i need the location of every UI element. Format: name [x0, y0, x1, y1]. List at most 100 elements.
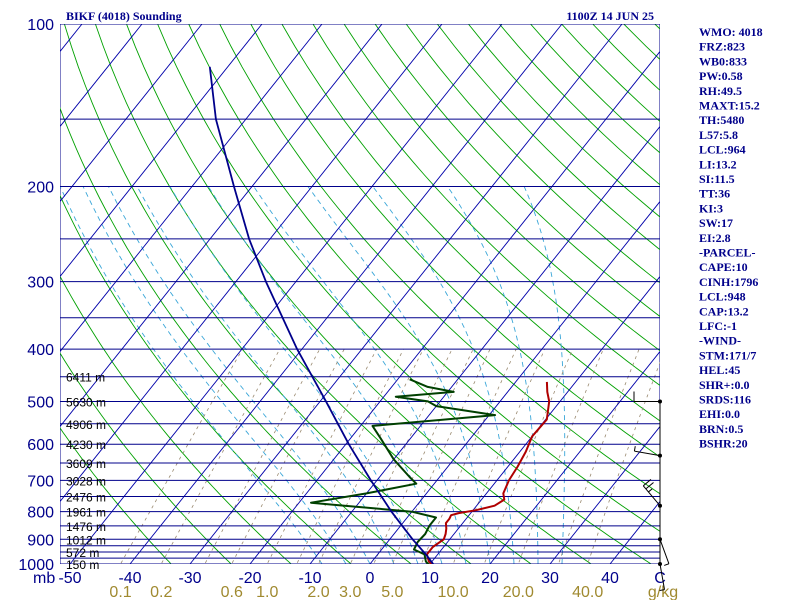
isotherm [429, 275, 660, 564]
moist-adiabat [372, 186, 515, 564]
isotherm [60, 24, 143, 128]
plot-frame [60, 24, 660, 564]
moist-adiabat [208, 186, 443, 564]
dry-adiabat [343, 24, 660, 352]
index-line: HEL:45 [699, 363, 740, 377]
height-label: 3609 m [66, 457, 106, 471]
dry-adiabat [126, 24, 592, 564]
isotherm [489, 350, 660, 564]
chart-title: BIKF (4018) Sounding [66, 9, 182, 23]
wind-profile [633, 391, 670, 591]
temperature-tick-label: 10 [421, 570, 439, 587]
temperature-trace [425, 381, 551, 564]
pressure-tick-label: 800 [27, 505, 54, 522]
dry-adiabat [60, 352, 232, 564]
index-line: LCL:964 [699, 143, 746, 157]
index-line: WMO: 4018 [699, 25, 763, 39]
mixing-ratio-tick-label: 10.0 [438, 584, 469, 600]
mixing-ratio-line [420, 348, 517, 564]
index-line: SHR+:0.0 [699, 378, 750, 392]
pressure-tick-label: 700 [27, 473, 54, 490]
mixing-ratio-tick-label: 0.6 [221, 584, 243, 600]
index-line: EI:2.8 [699, 231, 731, 245]
mixing-ratio-tick-label: 2.0 [307, 584, 329, 600]
sounding-traces [208, 66, 551, 564]
mixing-ratio-line [296, 348, 404, 564]
temperature-tick-label: 30 [541, 570, 559, 587]
temperature-tick-label: 20 [481, 570, 499, 587]
index-line: SRDS:116 [699, 393, 751, 407]
wind-barb [658, 537, 670, 566]
mixing-ratio-line [160, 348, 281, 564]
mixing-ratio-line [452, 348, 546, 564]
height-label: 2476 m [66, 491, 106, 505]
dry-adiabat [312, 24, 660, 387]
height-label: 4906 m [66, 418, 106, 432]
mixing-ratio-tick-label: 0.2 [150, 584, 172, 600]
dry-adiabat [592, 24, 660, 91]
dry-adiabat [157, 24, 652, 564]
moist-adiabat [108, 186, 371, 564]
height-label: 1012 m [66, 533, 106, 547]
wind-barb [633, 446, 662, 458]
index-line: CAPE:10 [699, 260, 748, 274]
dry-adiabat [374, 24, 660, 318]
index-line: SW:17 [699, 216, 733, 230]
mixing-ratio-line [120, 348, 243, 564]
pressure-tick-label: 1000 [18, 557, 54, 574]
isotherm [60, 24, 323, 353]
temperature-tick-label: -30 [178, 570, 201, 587]
index-line: BRN:0.5 [699, 422, 743, 436]
pressure-unit-label: mb [33, 570, 55, 587]
index-line: TH:5480 [699, 113, 744, 127]
isotherm [60, 24, 263, 278]
height-label: 1476 m [66, 520, 106, 534]
dry-adiabat [188, 24, 660, 532]
height-label: 1961 m [66, 506, 106, 520]
mixing-ratio-line [266, 348, 378, 564]
mixing-ratio-line [204, 348, 321, 564]
index-line: LCL:948 [699, 290, 746, 304]
index-line: -PARCEL- [699, 246, 755, 260]
index-line: STM:171/7 [699, 348, 756, 362]
height-label: 3028 m [66, 474, 106, 488]
pressure-tick-label: 400 [27, 342, 54, 359]
wind-barb [633, 391, 662, 404]
index-line: RH:49.5 [699, 84, 742, 98]
moist-adiabat [307, 186, 491, 564]
mixing-ratio-line [318, 348, 424, 564]
pressure-tick-label: 900 [27, 532, 54, 549]
mixing-ratio-line [557, 348, 640, 564]
index-line: CAP:13.2 [699, 304, 749, 318]
dry-adiabat [281, 24, 660, 422]
height-label: 4230 m [66, 438, 106, 452]
index-line: MAXT:15.2 [699, 99, 760, 113]
index-line: PW:0.58 [699, 69, 743, 83]
pressure-tick-label: 300 [27, 275, 54, 292]
height-label: 572 m [66, 546, 99, 560]
mixing-ratio-line [231, 348, 345, 564]
index-line: FRZ:823 [699, 40, 745, 54]
isotherm [309, 125, 660, 564]
pressure-tick-label: 200 [27, 180, 54, 197]
temperature-tick-label: -10 [298, 570, 321, 587]
mixing-ratio-line [517, 348, 604, 564]
temperature-unit-label: C [654, 570, 666, 587]
stability-indices-panel: WMO: 4018FRZ:823WB0:833PW:0.58RH:49.5MAX… [699, 25, 763, 451]
dry-adiabat [561, 24, 660, 123]
dry-adiabat [436, 24, 660, 251]
dry-adiabat [63, 24, 472, 564]
mixing-ratio-line [587, 361, 660, 564]
height-label: 150 m [66, 558, 99, 572]
height-label: 6411 m [66, 371, 105, 385]
moist-adiabat [60, 186, 323, 564]
pressure-tick-label: 600 [27, 437, 54, 454]
isotherm [69, 24, 503, 564]
dry-adiabat [405, 24, 660, 284]
wind-barb [642, 479, 662, 508]
temperature-tick-label: 40 [601, 570, 619, 587]
index-line: L57:5.8 [699, 128, 738, 142]
dry-adiabat [250, 24, 660, 458]
